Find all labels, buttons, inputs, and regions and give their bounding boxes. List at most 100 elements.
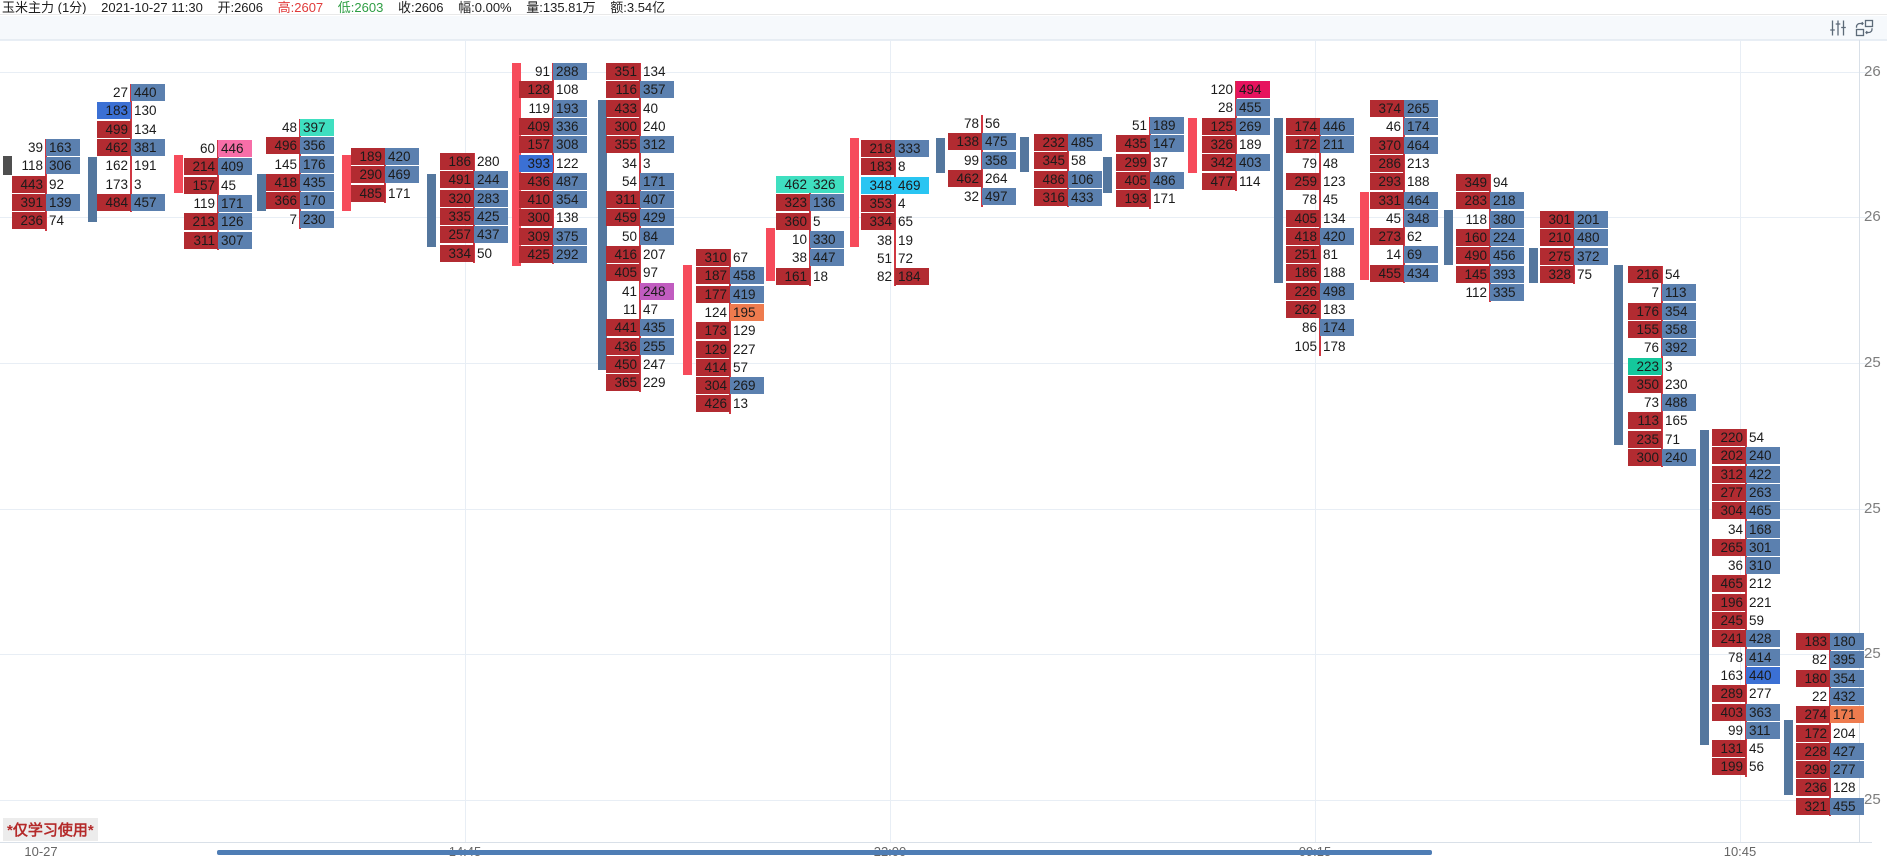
ask-volume-cell: 397 [300,119,334,136]
bid-volume-cell: 462 [776,176,810,193]
price-axis-label: 25 [1864,500,1881,517]
bid-volume-cell: 113 [1628,412,1662,429]
ask-volume-cell: 130 [134,103,157,118]
bid-volume-cell: 187 [696,267,730,284]
bid-volume-cell: 331 [1370,192,1404,209]
ask-volume-cell: 425 [474,208,508,225]
ask-volume-cell: 3 [643,156,651,171]
indicator-settings-icon[interactable] [1829,19,1851,39]
bid-volume-cell: 173 [105,177,128,192]
ask-volume-cell: 420 [385,148,419,165]
bid-volume-cell: 176 [1628,303,1662,320]
ask-volume-cell: 45 [1749,741,1765,756]
ask-volume-cell: 330 [810,231,844,248]
ask-volume-cell: 168 [1746,521,1780,538]
bid-volume-cell: 311 [184,232,218,249]
ask-volume-cell: 244 [474,171,508,188]
high-value: 高:2607 [277,0,324,15]
candle-volume-bar [1274,118,1283,283]
bid-volume-cell: 174 [1286,118,1320,135]
bid-volume-cell: 218 [861,140,895,157]
ask-volume-cell: 58 [1071,153,1087,168]
ask-volume-cell: 455 [1236,99,1270,116]
ask-volume-cell: 72 [898,251,914,266]
open-value: 开:2606 [217,0,263,15]
v-gridline [890,40,891,842]
ask-volume-cell: 301 [1746,539,1780,556]
ask-volume-cell: 81 [1323,247,1339,262]
bid-volume-cell: 433 [606,100,640,117]
ask-volume-cell: 440 [1746,667,1780,684]
ask-volume-cell: 75 [1577,267,1593,282]
ask-volume-cell: 40 [643,101,659,116]
bid-volume-cell: 321 [1796,798,1830,815]
ask-volume-cell: 45 [1323,192,1339,207]
bid-volume-cell: 220 [1712,429,1746,446]
bid-volume-cell: 116 [606,81,640,98]
ask-volume-cell: 122 [556,156,579,171]
bid-volume-cell: 11 [622,302,637,317]
bid-volume-cell: 283 [1456,192,1490,209]
bid-volume-cell: 262 [1286,301,1320,318]
bid-volume-cell: 223 [1628,358,1662,375]
ask-volume-cell: 307 [218,232,252,249]
ask-volume-cell: 221 [1749,595,1772,610]
bid-volume-cell: 180 [1796,670,1830,687]
ask-volume-cell: 212 [1749,576,1772,591]
bid-volume-cell: 157 [519,136,553,153]
bid-volume-cell: 119 [193,196,215,211]
ask-volume-cell: 56 [985,116,1001,131]
bid-volume-cell: 183 [97,102,131,119]
candle-volume-bar [598,100,607,370]
ask-volume-cell: 363 [1746,704,1780,721]
range-value: 幅:0.00% [458,0,512,15]
bid-volume-cell: 405 [1116,172,1150,189]
candle-volume-bar [3,156,12,175]
bid-volume-cell: 34 [1727,522,1743,537]
ask-volume-cell: 174 [1404,118,1438,135]
bid-volume-cell: 490 [1456,247,1490,264]
bar-datetime: 2021-10-27 11:30 [101,0,203,15]
bid-volume-cell: 257 [440,226,474,243]
bid-volume-cell: 118 [1465,212,1487,227]
ask-volume-cell: 37 [1153,155,1169,170]
bid-volume-cell: 334 [440,245,474,262]
ask-volume-cell: 494 [1236,81,1270,98]
bid-volume-cell: 160 [1456,229,1490,246]
bid-volume-cell: 351 [606,63,640,80]
v-gridline [465,40,466,842]
bid-volume-cell: 345 [1034,152,1068,169]
bid-volume-cell: 183 [861,158,895,175]
candle-volume-bar [683,265,692,375]
bid-volume-cell: 499 [97,121,131,138]
ask-volume-cell: 84 [640,228,674,245]
ask-volume-cell: 326 [810,176,844,193]
bid-volume-cell: 236 [1796,779,1830,796]
ask-volume-cell: 358 [1662,321,1696,338]
candle-volume-bar [1188,118,1197,173]
ask-volume-cell: 4 [898,196,906,211]
chart-toolbar [0,16,1887,40]
ask-volume-cell: 113 [1662,284,1696,301]
bid-volume-cell: 199 [1712,758,1746,775]
bid-volume-cell: 78 [1727,650,1743,665]
layout-swap-icon[interactable] [1855,19,1877,39]
ask-volume-cell: 67 [733,250,749,265]
ask-volume-cell: 56 [1749,759,1765,774]
v-gridline [1315,40,1316,842]
ask-volume-cell: 3 [1665,359,1673,374]
ask-volume-cell: 312 [640,136,674,153]
bid-volume-cell: 286 [1370,155,1404,172]
candle-volume-bar [257,174,266,211]
ask-volume-cell: 432 [1830,688,1864,705]
bid-volume-cell: 275 [1540,248,1574,265]
bid-volume-cell: 172 [1286,136,1320,153]
bid-volume-cell: 210 [1540,229,1574,246]
ask-volume-cell: 188 [1407,174,1430,189]
price-axis-label: 25 [1864,354,1881,371]
time-axis-label: 10-27 [24,844,58,859]
horizontal-scrollbar-thumb[interactable] [217,850,1432,855]
candle-delta-line [1573,211,1575,284]
bid-volume-cell: 32 [963,189,979,204]
